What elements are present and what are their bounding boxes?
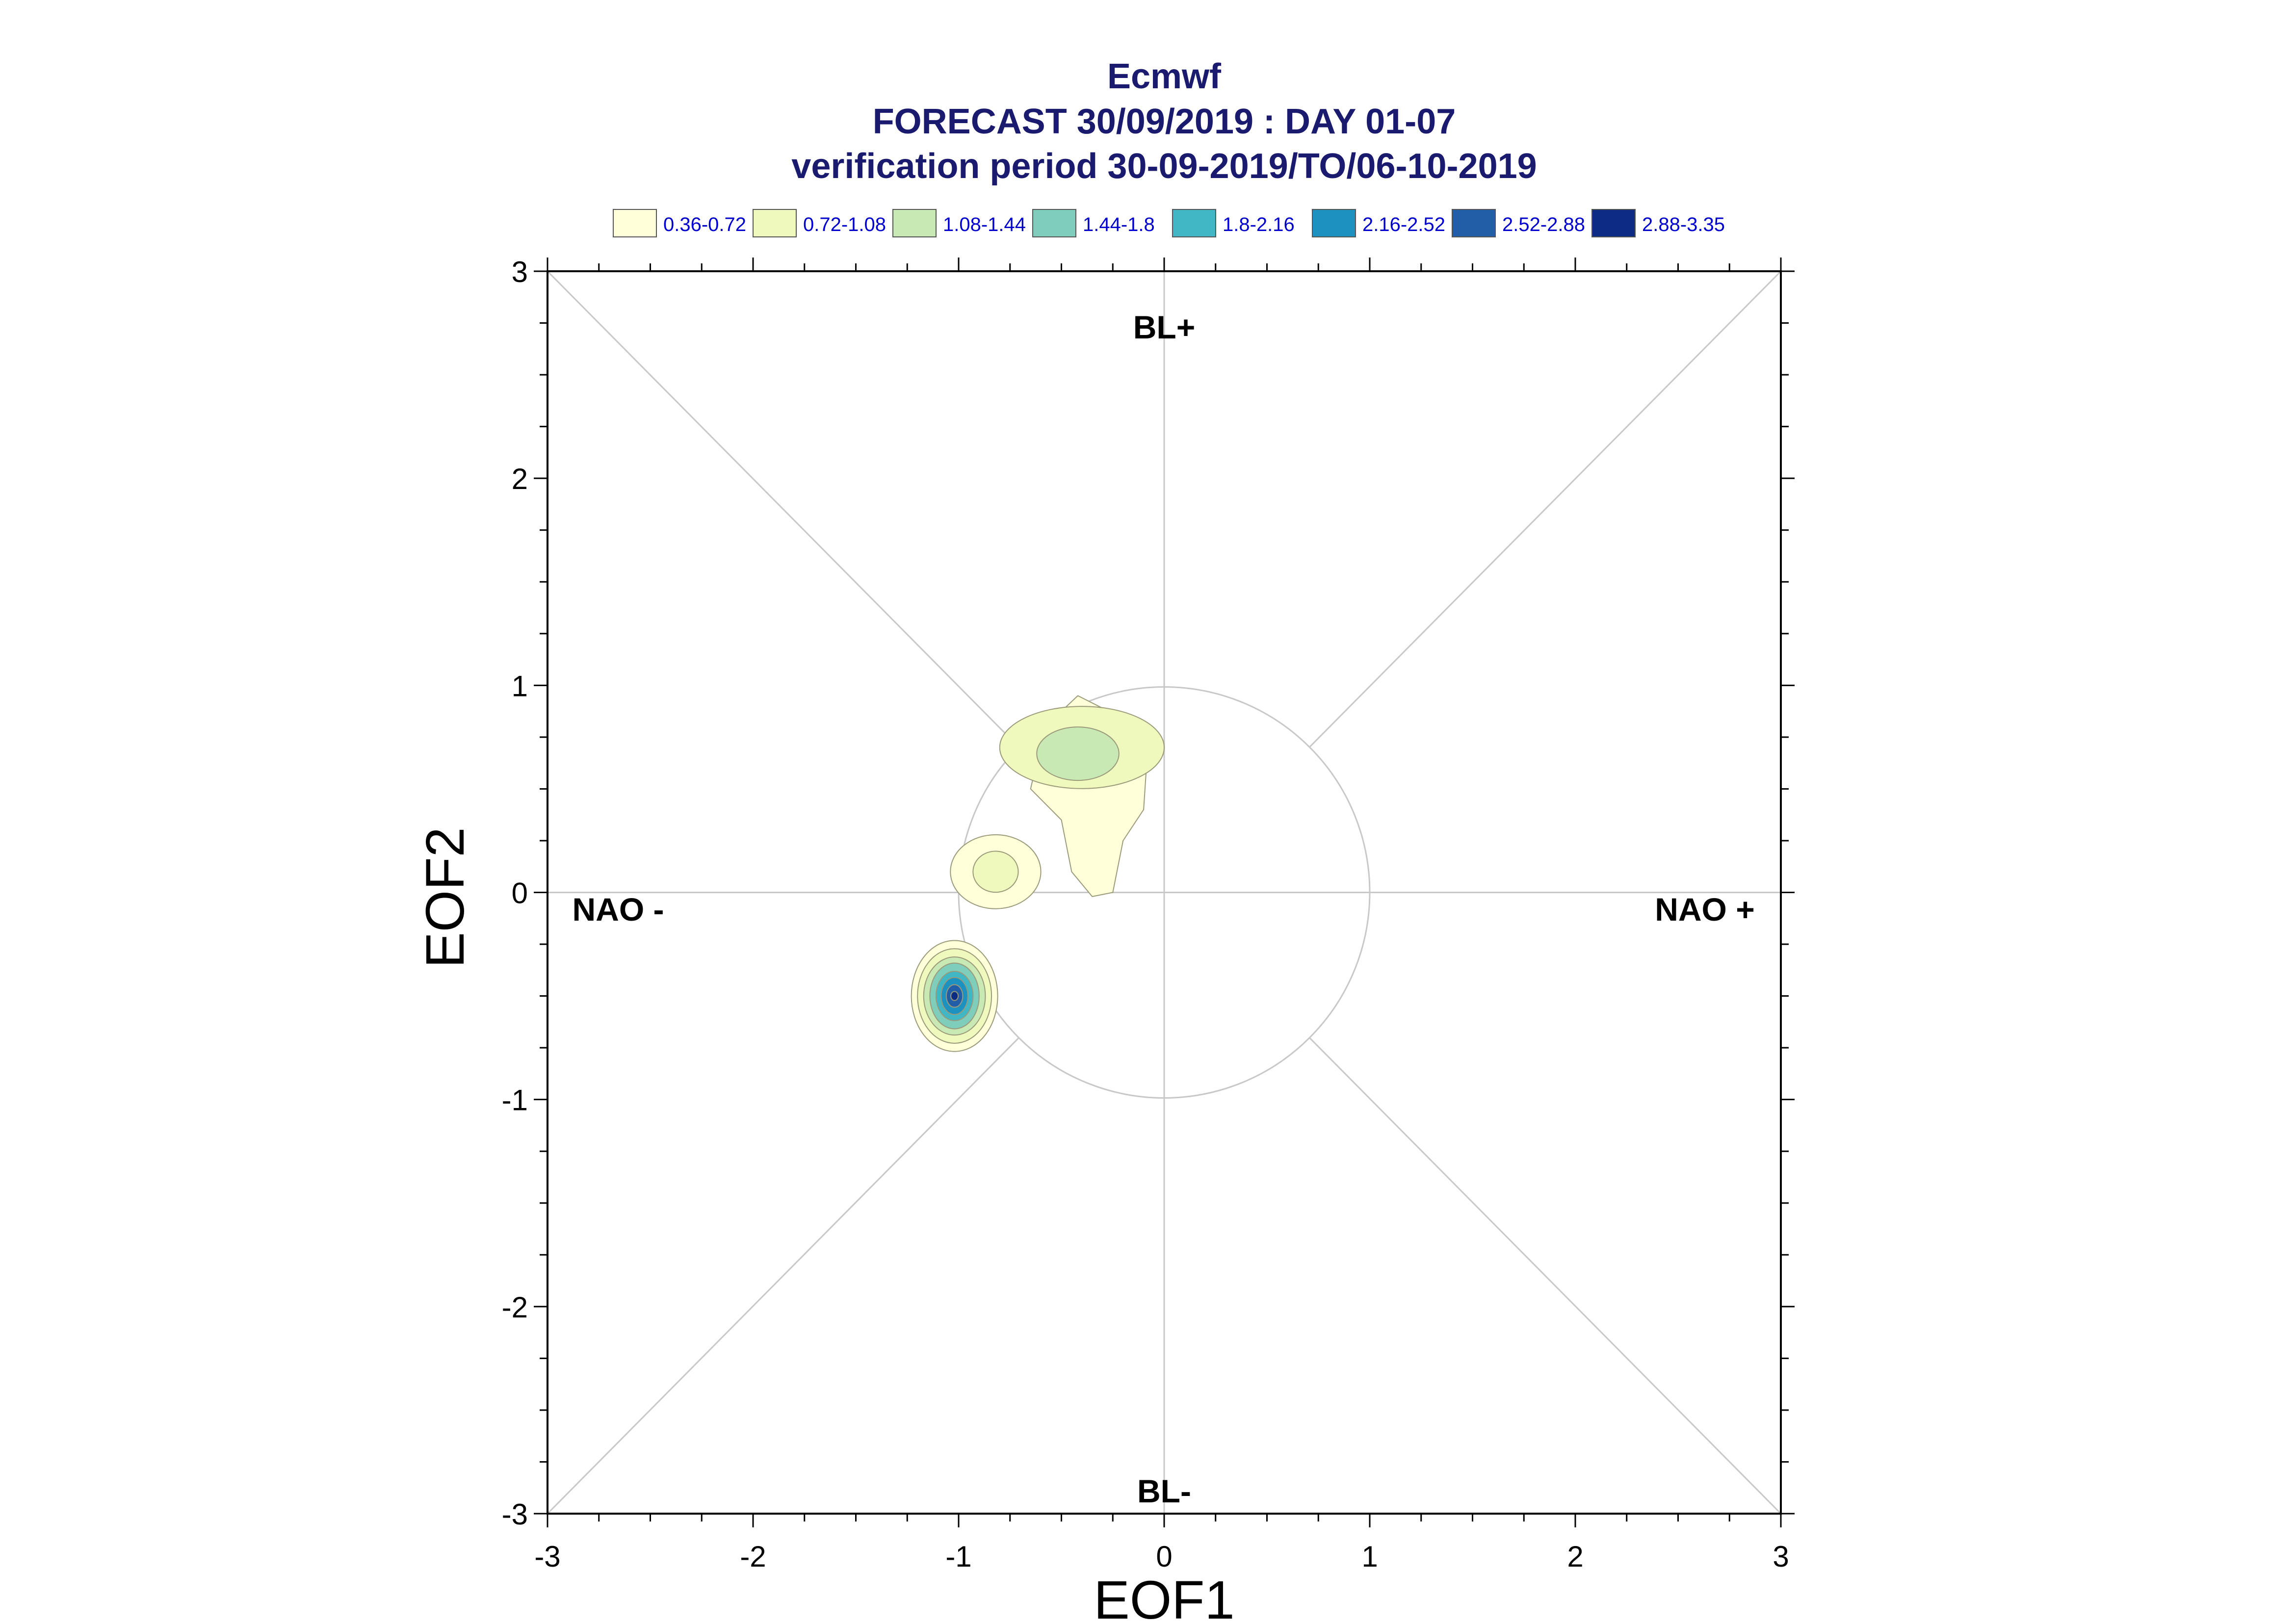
x-tick-label: -2 bbox=[740, 1540, 766, 1573]
diagonal-line bbox=[547, 270, 1019, 748]
diagonal-line bbox=[1309, 270, 1782, 748]
y-axis-label: EOF2 bbox=[415, 827, 475, 968]
contour-level bbox=[950, 991, 959, 1001]
legend-label: 1.08-1.44 bbox=[943, 214, 1026, 235]
y-tick-label: 2 bbox=[512, 463, 528, 495]
y-tick-label: -3 bbox=[502, 1498, 528, 1531]
regime-label-left: NAO - bbox=[573, 891, 664, 928]
x-tick-label: 3 bbox=[1773, 1540, 1789, 1573]
legend-label: 2.52-2.88 bbox=[1502, 214, 1585, 235]
regime-label-bottom: BL- bbox=[1137, 1473, 1191, 1509]
x-tick-label: -3 bbox=[534, 1540, 560, 1573]
y-tick-label: -1 bbox=[502, 1084, 528, 1117]
contour-level bbox=[1036, 726, 1120, 781]
legend-swatch bbox=[1172, 209, 1216, 237]
x-tick-label: 2 bbox=[1567, 1540, 1583, 1573]
regime-label-right: NAO + bbox=[1655, 891, 1755, 928]
chart-subtitle: FORECAST 30/09/2019 : DAY 01-07 bbox=[873, 102, 1456, 141]
y-tick-label: 0 bbox=[512, 877, 528, 910]
y-tick-label: 3 bbox=[512, 256, 528, 288]
legend-label: 1.8-2.16 bbox=[1223, 214, 1295, 235]
legend-label: 2.16-2.52 bbox=[1362, 214, 1445, 235]
x-tick-label: -1 bbox=[945, 1540, 971, 1573]
contour-level bbox=[972, 851, 1019, 893]
legend-swatch bbox=[753, 209, 797, 237]
density-contours bbox=[911, 695, 1165, 1052]
x-tick-label: 1 bbox=[1361, 1540, 1378, 1573]
legend-swatch bbox=[1312, 209, 1356, 237]
chart-period: verification period 30-09-2019/TO/06-10-… bbox=[791, 147, 1537, 186]
y-tick-label: -2 bbox=[502, 1291, 528, 1324]
guide-lines bbox=[547, 270, 1782, 1515]
axis-ticks: -3 -2 -1 0 1 2 3 -3 -2 -1 0 1 2 3 bbox=[502, 256, 1795, 1573]
legend-label: 0.72-1.08 bbox=[803, 214, 886, 235]
legend-swatch bbox=[1452, 209, 1496, 237]
legend-label: 0.36-0.72 bbox=[663, 214, 746, 235]
legend-swatch bbox=[1591, 209, 1636, 237]
legend: 0.36-0.72 0.72-1.08 1.08-1.44 1.44-1.8 1.8-2… bbox=[613, 209, 1725, 237]
regime-label-top: BL+ bbox=[1133, 309, 1196, 345]
y-tick-label: 1 bbox=[512, 670, 528, 702]
legend-swatch bbox=[613, 209, 657, 237]
diagonal-line bbox=[547, 1037, 1019, 1515]
legend-label: 2.88-3.35 bbox=[1642, 214, 1725, 235]
chart-title: Ecmwf bbox=[1107, 57, 1222, 96]
x-tick-label: 0 bbox=[1156, 1540, 1172, 1573]
legend-swatch bbox=[892, 209, 937, 237]
legend-label: 1.44-1.8 bbox=[1083, 214, 1155, 235]
legend-swatch bbox=[1032, 209, 1076, 237]
x-axis-label: EOF1 bbox=[1094, 1570, 1234, 1624]
diagonal-line bbox=[1309, 1037, 1782, 1515]
